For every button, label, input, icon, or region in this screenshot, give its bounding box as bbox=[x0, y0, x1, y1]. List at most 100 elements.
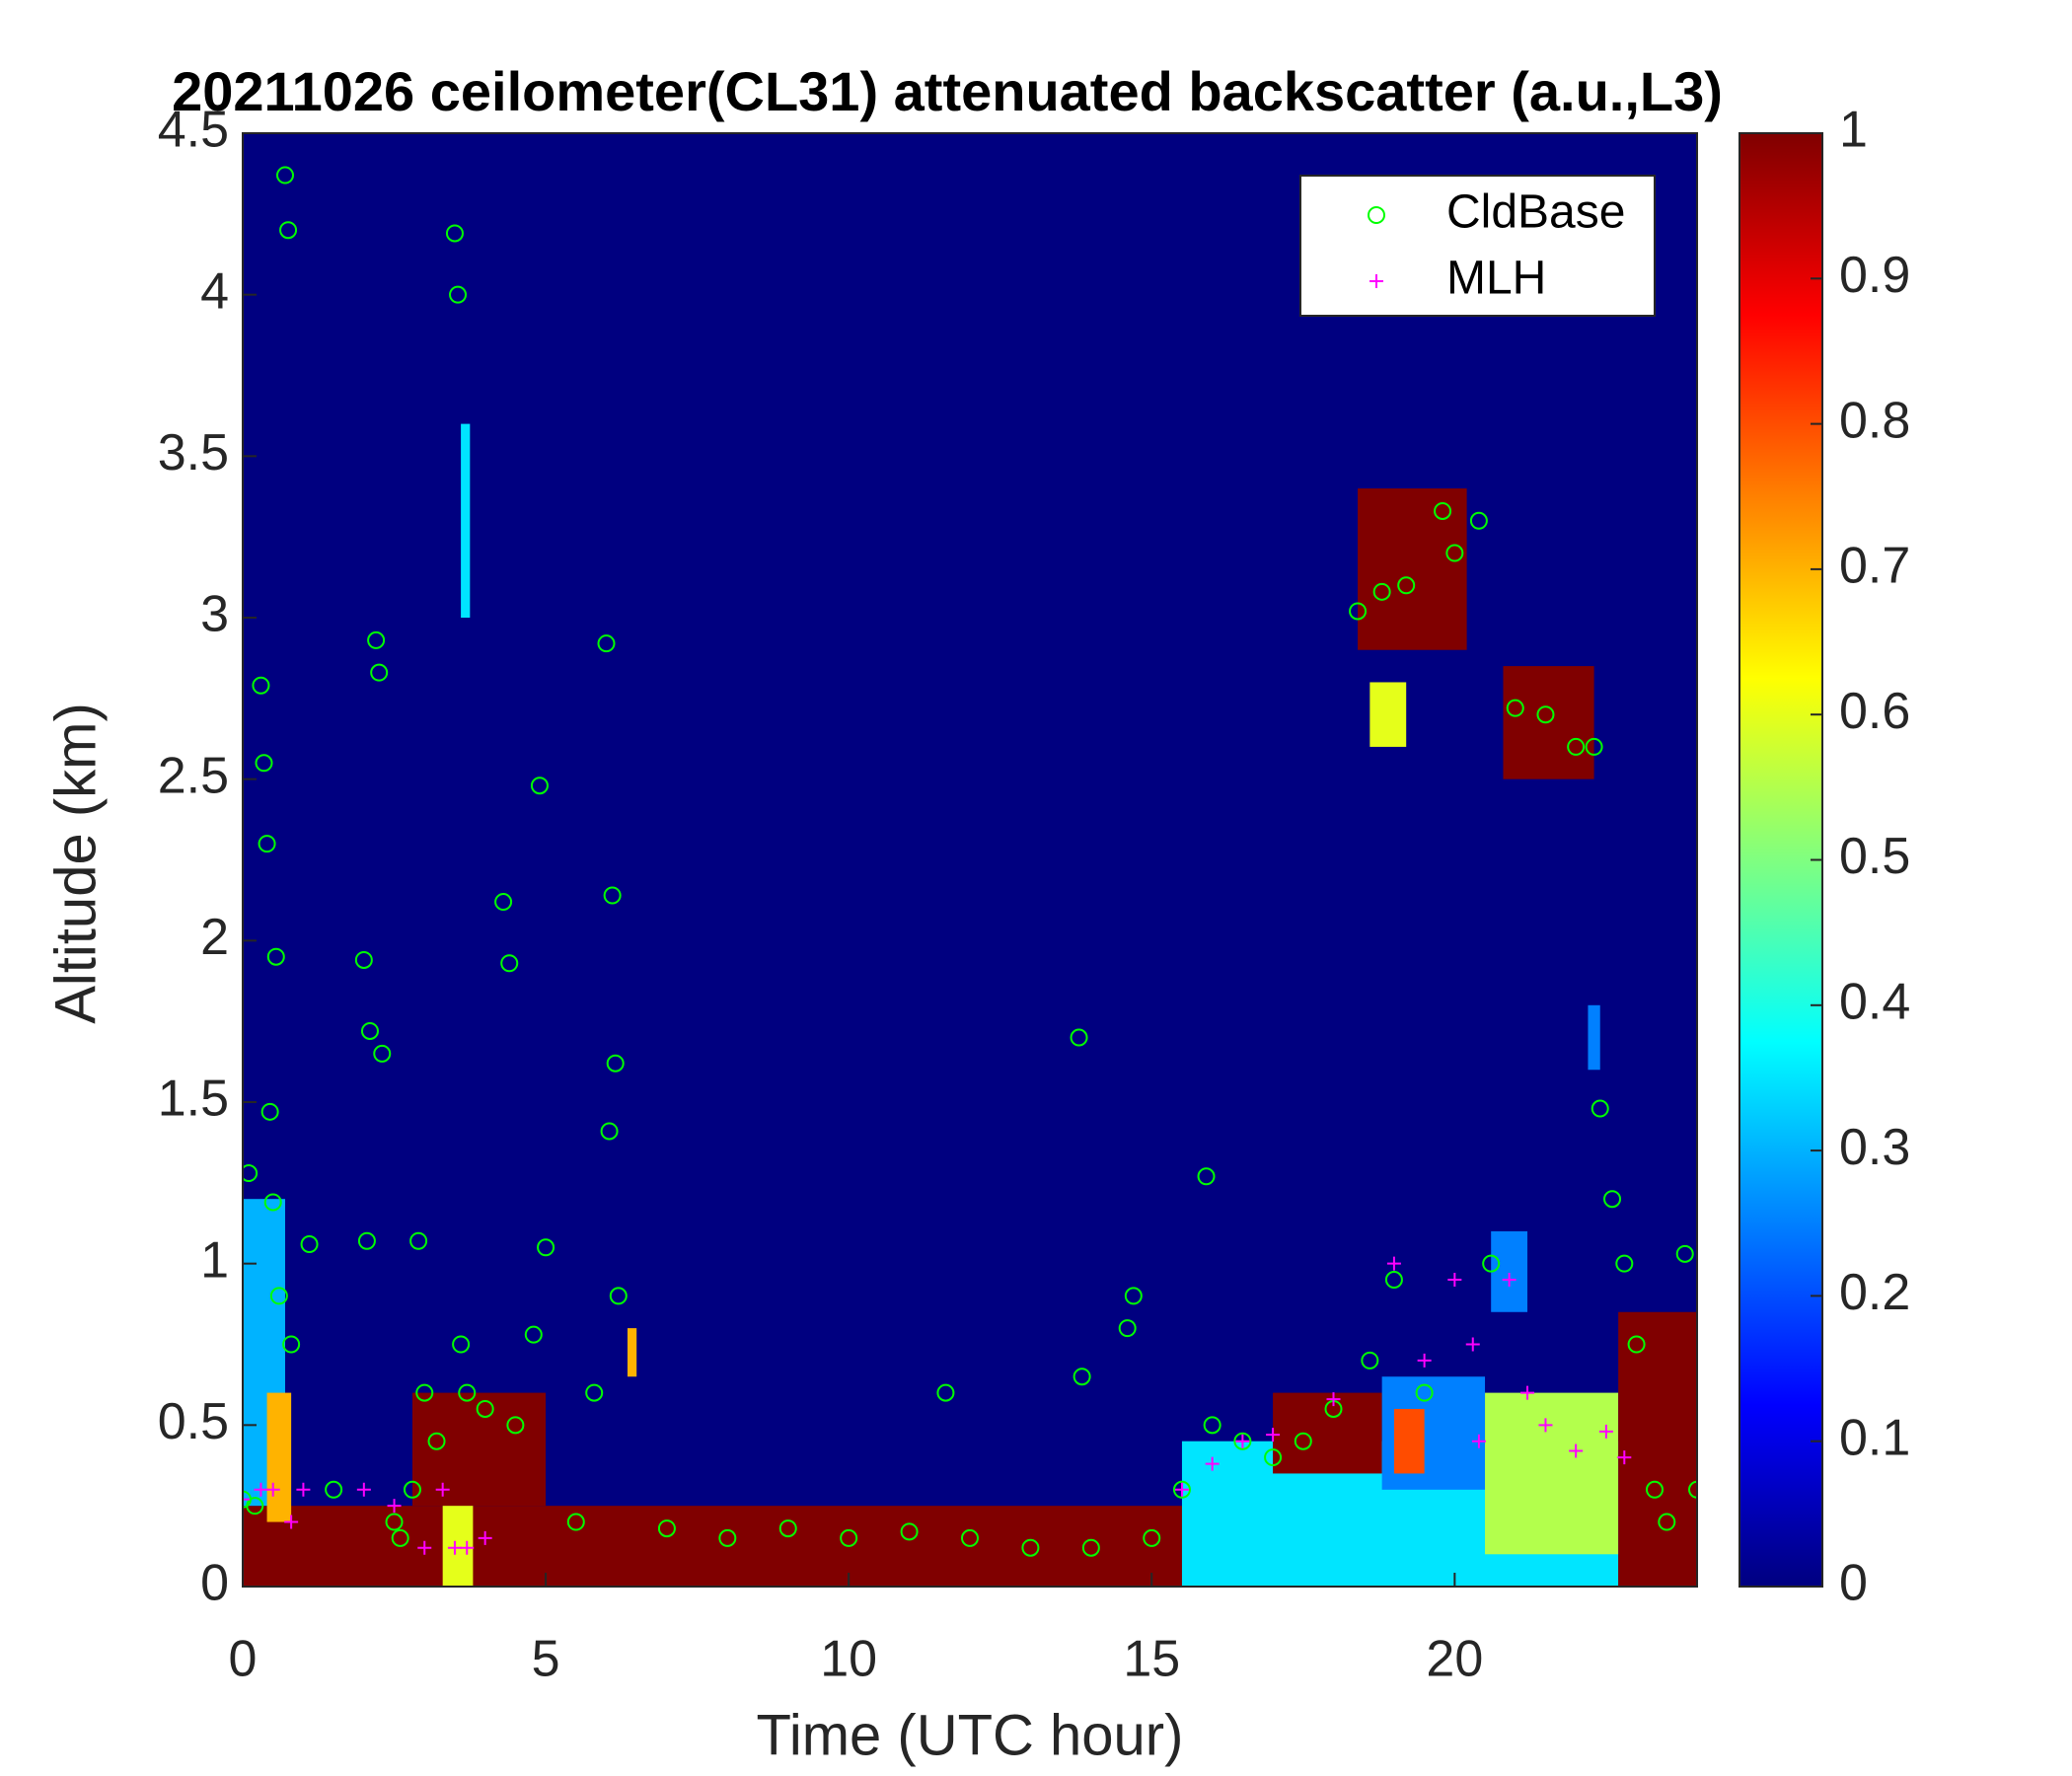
marker-circle bbox=[1627, 1335, 1646, 1354]
colorbar-tick-label: 0.8 bbox=[1839, 392, 1910, 449]
x-tick-label: 15 bbox=[1123, 1631, 1180, 1688]
heatmap-cell bbox=[461, 423, 471, 618]
marker-circle bbox=[1294, 1432, 1312, 1450]
marker-plus bbox=[1235, 1434, 1250, 1448]
marker-circle bbox=[1361, 1351, 1379, 1369]
marker-plus bbox=[1386, 1256, 1401, 1271]
heatmap-cell bbox=[1485, 1392, 1619, 1555]
marker-circle bbox=[537, 1238, 555, 1257]
marker-circle bbox=[1646, 1480, 1665, 1499]
marker-circle bbox=[1603, 1190, 1622, 1209]
marker-circle bbox=[449, 285, 468, 304]
marker-circle bbox=[1567, 737, 1586, 756]
marker-circle bbox=[357, 1231, 376, 1250]
marker-plus bbox=[1369, 274, 1383, 288]
marker-plus bbox=[417, 1540, 432, 1555]
marker-circle bbox=[360, 1021, 379, 1040]
legend: CldBase MLH bbox=[1299, 175, 1656, 317]
plot-frame bbox=[242, 132, 1698, 1588]
marker-circle bbox=[1172, 1480, 1191, 1499]
heatmap-cell bbox=[266, 1392, 292, 1522]
marker-plus bbox=[1326, 1392, 1341, 1407]
colorbar-tick-label: 1 bbox=[1839, 102, 1868, 159]
colorbar bbox=[1739, 132, 1823, 1588]
marker-circle bbox=[427, 1432, 446, 1450]
marker-circle bbox=[260, 1102, 279, 1121]
heatmap-cell bbox=[627, 1328, 637, 1377]
colorbar-tick-label: 0 bbox=[1839, 1555, 1868, 1612]
marker-circle bbox=[445, 224, 464, 243]
marker-circle bbox=[1118, 1319, 1137, 1338]
y-tick-label: 1.5 bbox=[158, 1071, 229, 1128]
marker-plus bbox=[460, 1540, 475, 1555]
marker-circle bbox=[1688, 1480, 1697, 1499]
marker-plus bbox=[356, 1482, 371, 1497]
marker-circle bbox=[1585, 737, 1603, 756]
marker-circle bbox=[1591, 1099, 1609, 1118]
marker-circle bbox=[243, 1164, 259, 1183]
legend-label: MLH bbox=[1446, 253, 1546, 305]
heatmap-cell bbox=[442, 1506, 474, 1587]
marker-circle bbox=[246, 1497, 264, 1516]
marker-plus bbox=[1174, 1482, 1189, 1497]
marker-plus bbox=[254, 1482, 268, 1497]
marker-circle bbox=[1397, 576, 1416, 595]
marker-plus bbox=[1502, 1273, 1517, 1288]
marker-circle bbox=[1073, 1368, 1091, 1386]
marker-circle bbox=[1349, 602, 1368, 621]
marker-circle bbox=[585, 1383, 604, 1402]
marker-plus bbox=[243, 1492, 250, 1507]
marker-circle bbox=[1615, 1254, 1634, 1273]
heatmap-cell bbox=[243, 1506, 1182, 1587]
marker-circle bbox=[1124, 1287, 1143, 1305]
heatmap-cell bbox=[1393, 1408, 1425, 1474]
marker-plus bbox=[1205, 1456, 1220, 1471]
marker-circle bbox=[263, 1193, 282, 1212]
plot-area bbox=[243, 133, 1697, 1587]
legend-box bbox=[1299, 175, 1656, 317]
marker-circle bbox=[936, 1383, 955, 1402]
y-tick-label: 4.5 bbox=[158, 102, 229, 159]
x-tick-label: 20 bbox=[1426, 1631, 1483, 1688]
heatmap-cell bbox=[1491, 1230, 1528, 1312]
marker-plus bbox=[1598, 1424, 1613, 1439]
marker-plus bbox=[478, 1530, 492, 1545]
marker-circle bbox=[403, 1480, 421, 1499]
marker-circle bbox=[1384, 1271, 1403, 1290]
marker-circle bbox=[391, 1528, 409, 1547]
y-axis-label: Altitude (km) bbox=[43, 703, 108, 1024]
heatmap-cell bbox=[1618, 1311, 1697, 1587]
marker-circle bbox=[255, 754, 273, 773]
marker-circle bbox=[409, 1231, 428, 1250]
colorbar-tick-label: 0.3 bbox=[1839, 1119, 1910, 1176]
marker-plus bbox=[447, 1540, 462, 1555]
marker-circle bbox=[367, 630, 386, 649]
marker-circle bbox=[1482, 1254, 1501, 1273]
x-tick-label: 0 bbox=[229, 1631, 258, 1688]
marker-circle bbox=[354, 950, 373, 969]
marker-circle bbox=[1197, 1167, 1216, 1186]
marker-circle bbox=[530, 777, 549, 795]
marker-circle bbox=[1506, 699, 1524, 717]
marker-circle bbox=[506, 1416, 525, 1435]
colorbar-tick-label: 0.9 bbox=[1839, 247, 1910, 304]
marker-circle bbox=[961, 1528, 979, 1547]
x-tick-label: 10 bbox=[820, 1631, 877, 1688]
y-tick-label: 2.5 bbox=[158, 747, 229, 804]
marker-circle bbox=[258, 835, 276, 853]
marker-circle bbox=[385, 1513, 404, 1531]
marker-circle bbox=[606, 1054, 625, 1073]
marker-circle bbox=[282, 1335, 301, 1354]
marker-circle bbox=[840, 1528, 858, 1547]
marker-circle bbox=[597, 634, 616, 653]
y-tick-label: 3.5 bbox=[158, 424, 229, 481]
y-tick-label: 0.5 bbox=[158, 1393, 229, 1450]
heatmap-background bbox=[243, 133, 1697, 1587]
marker-circle bbox=[252, 676, 270, 695]
marker-plus bbox=[435, 1482, 450, 1497]
marker-circle bbox=[1445, 544, 1464, 562]
heatmap-cell bbox=[1369, 682, 1407, 747]
marker-plus bbox=[265, 1482, 280, 1497]
marker-plus bbox=[1471, 1434, 1486, 1448]
